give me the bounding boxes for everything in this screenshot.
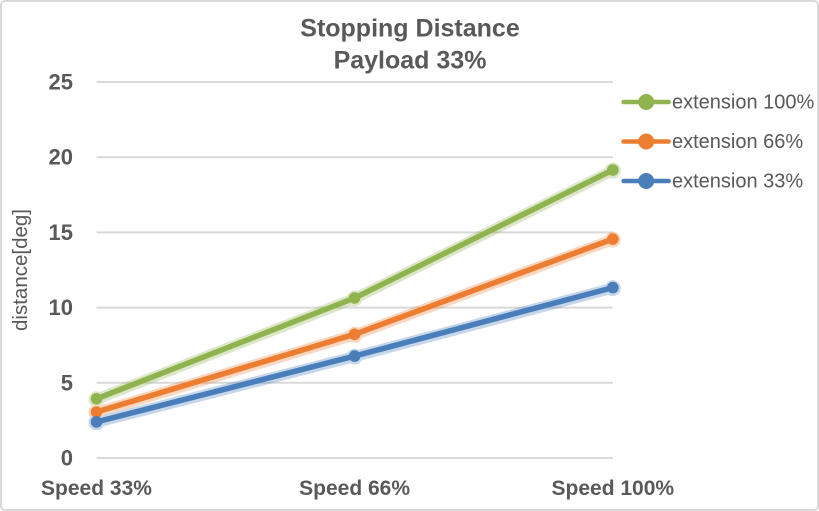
svg-text:5: 5 <box>61 370 73 395</box>
svg-text:20: 20 <box>49 145 73 170</box>
svg-text:15: 15 <box>49 220 73 245</box>
svg-text:Speed 33%: Speed 33% <box>41 477 152 500</box>
svg-text:Payload 33%: Payload 33% <box>334 47 487 75</box>
svg-text:Speed 100%: Speed 100% <box>552 477 675 500</box>
svg-text:25: 25 <box>49 70 73 95</box>
svg-text:extension 33%: extension 33% <box>672 171 803 193</box>
svg-text:distance[deg]: distance[deg] <box>9 209 32 331</box>
svg-text:extension 66%: extension 66% <box>672 131 803 153</box>
svg-text:extension 100%: extension 100% <box>672 92 815 114</box>
svg-text:10: 10 <box>49 295 73 320</box>
svg-text:0: 0 <box>61 446 73 471</box>
svg-text:Speed 66%: Speed 66% <box>299 477 410 500</box>
svg-text:Stopping Distance: Stopping Distance <box>300 15 520 43</box>
